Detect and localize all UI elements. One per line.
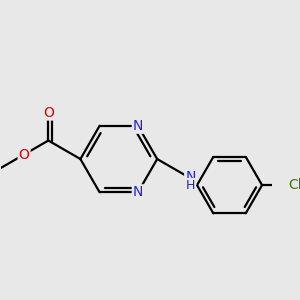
Text: N: N [185,170,196,184]
Text: Cl: Cl [288,178,300,192]
Text: O: O [43,106,54,119]
Text: H: H [186,179,195,192]
Text: O: O [19,148,29,161]
Text: N: N [133,119,143,133]
Text: N: N [133,185,143,199]
